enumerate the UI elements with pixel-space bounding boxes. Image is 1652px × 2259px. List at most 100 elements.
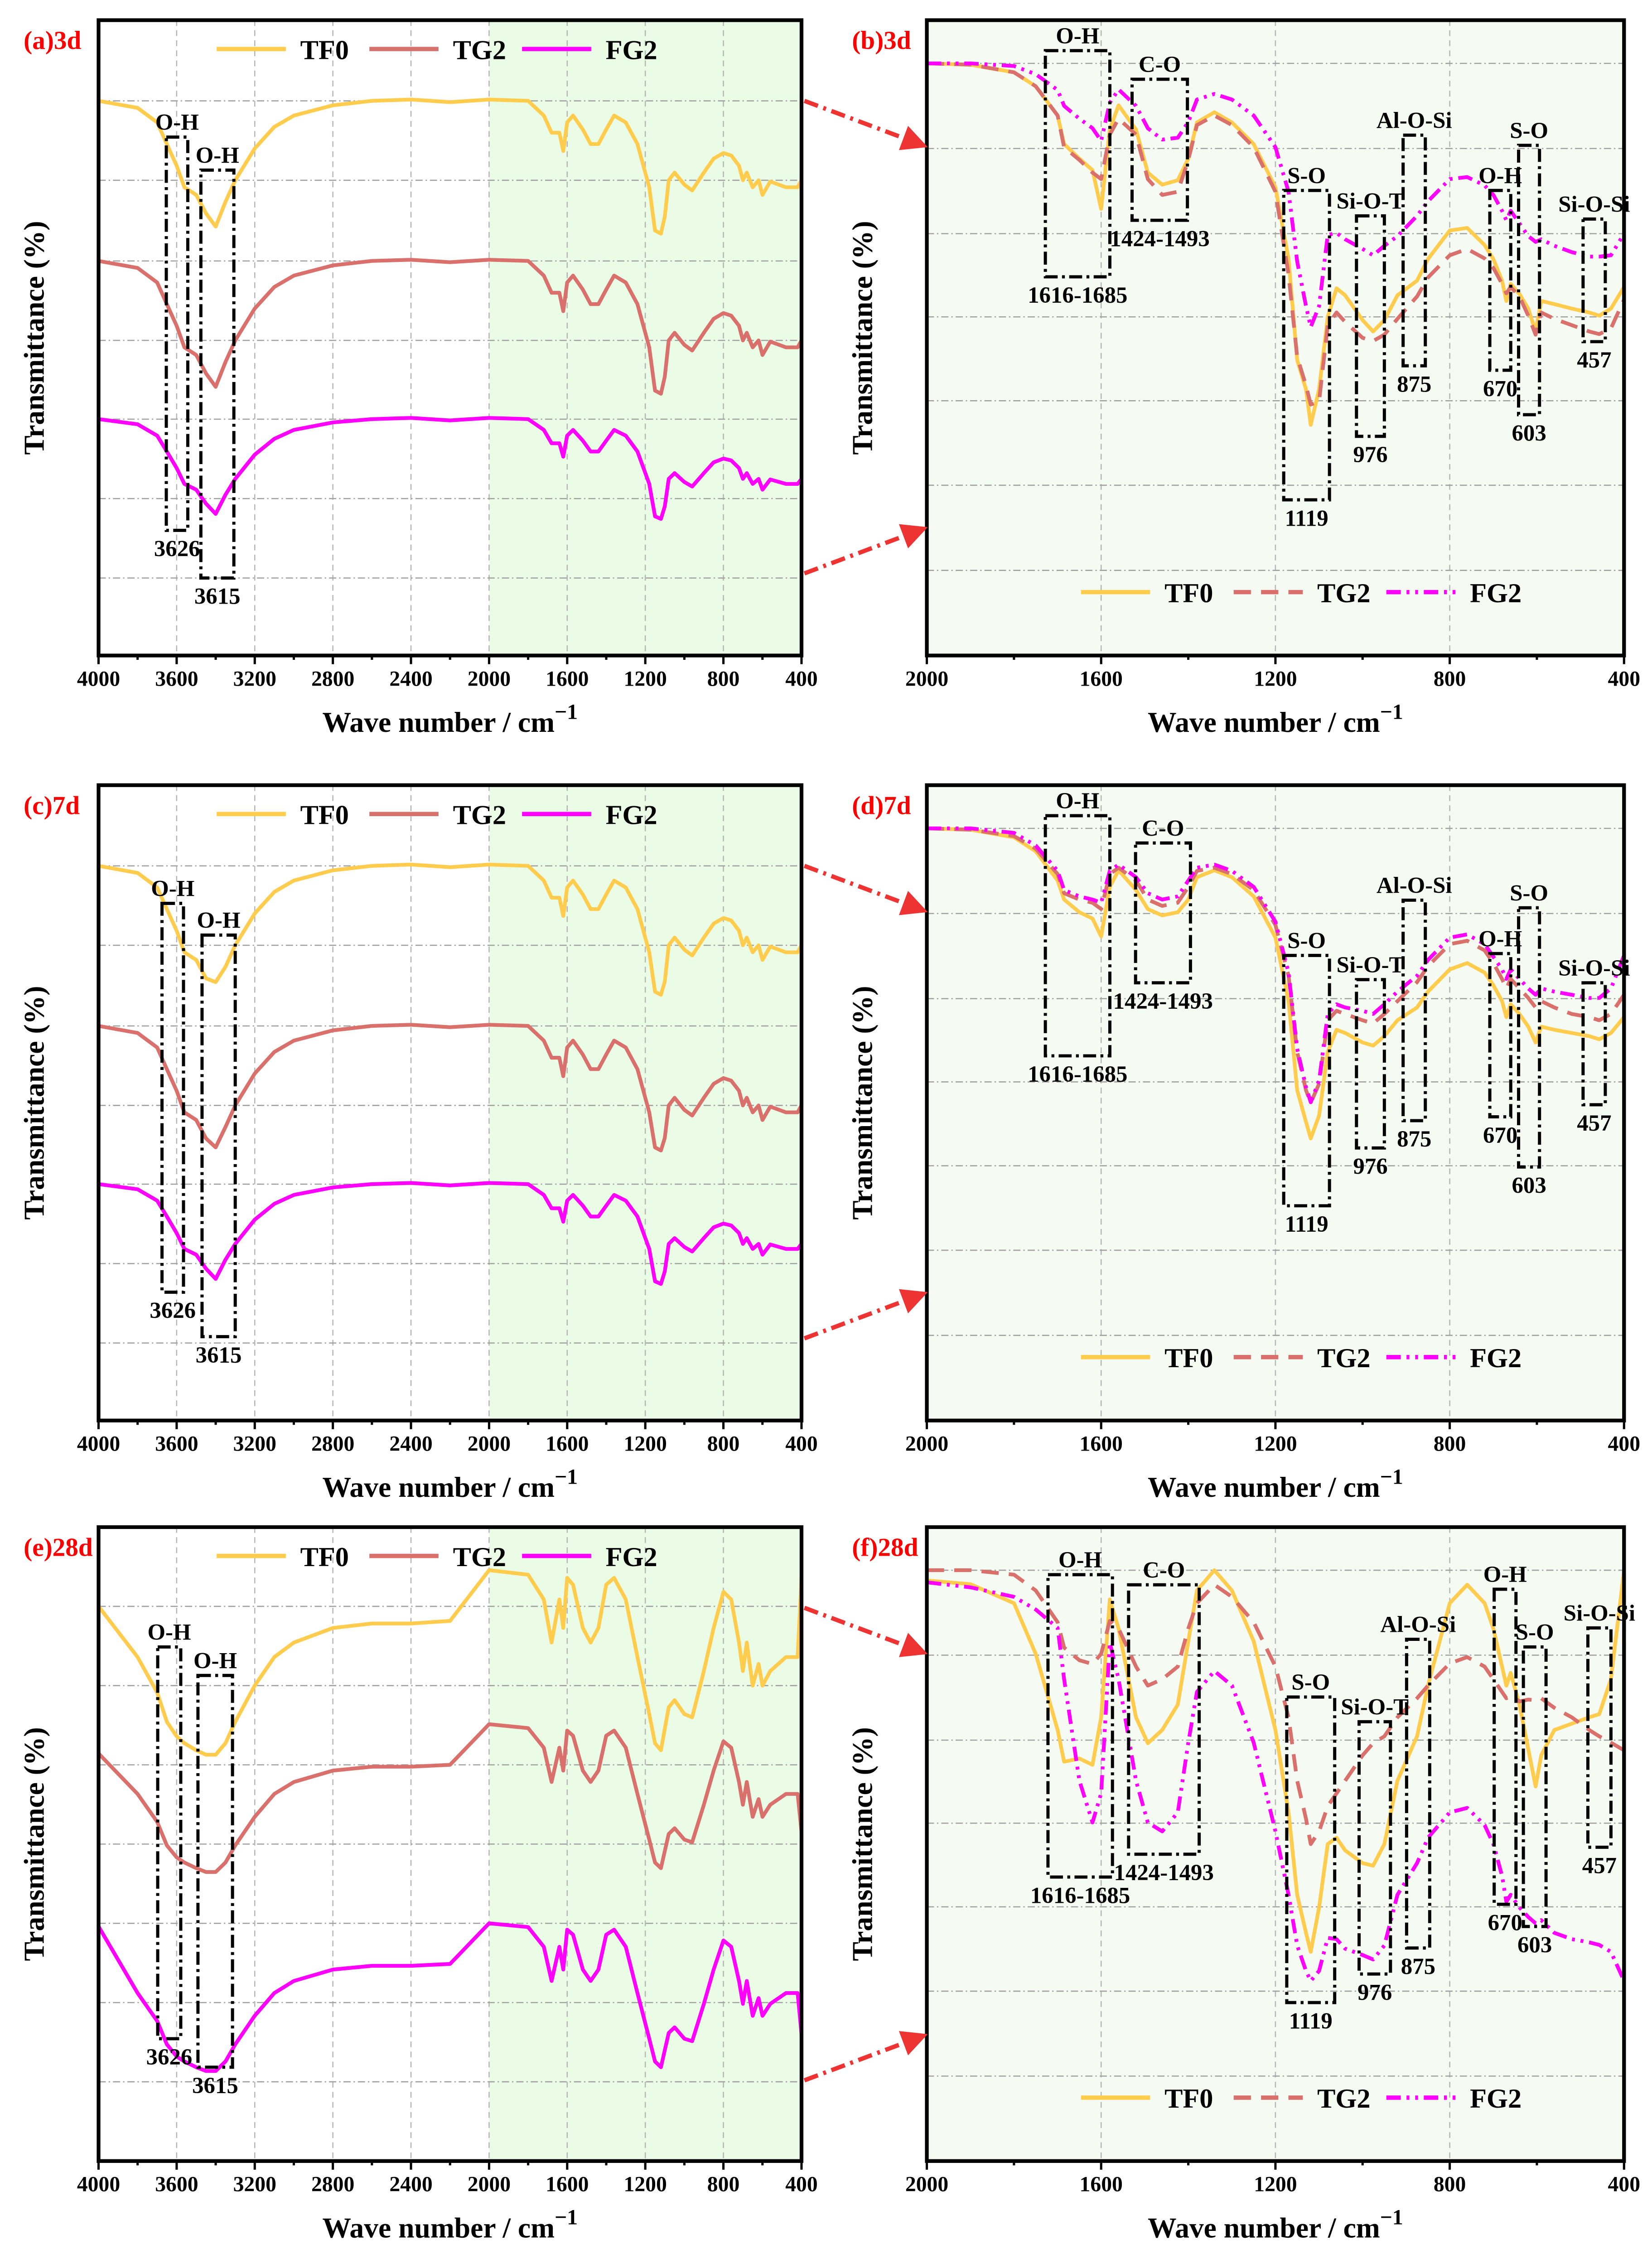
- x-tick-label: 2000: [468, 667, 511, 691]
- series-line-tg2: [927, 61, 1626, 406]
- annotation-rect: [160, 901, 185, 1294]
- annotation-wavenumber-label: 670: [1488, 1911, 1522, 1936]
- annotation-wavenumber-label: 457: [1577, 1111, 1611, 1136]
- annotation-wavenumber-label: 603: [1512, 1173, 1546, 1199]
- annotation-group-label: O-H: [1058, 1548, 1102, 1573]
- annotation-group-label: Si-O-Si: [1558, 956, 1630, 981]
- zoom-arrow: [803, 99, 928, 150]
- series-line-fg2: [97, 1921, 804, 2073]
- x-tick-label: 3200: [233, 667, 276, 691]
- legend: TF0 TG2 FG2: [217, 1542, 657, 1572]
- legend-label-tf0: TF0: [300, 1542, 349, 1572]
- annotation-wavenumber-label: 3626: [146, 2045, 193, 2070]
- x-axis-title: Wave number / cm−1: [322, 700, 578, 738]
- x-tick-label: 800: [1434, 1432, 1466, 1456]
- zoom-arrow: [803, 1289, 928, 1340]
- x-tick-label: 1600: [546, 1432, 589, 1456]
- chart-panel-d7d: O-H 1616-1685 C-O 1424-1493 S-O 1119 Si-O-T 976…: [846, 783, 1640, 1504]
- annotation-rect: [1581, 217, 1607, 343]
- legend-label-fg2: FG2: [1470, 2084, 1522, 2114]
- annotation-wavenumber-label: 457: [1582, 1853, 1617, 1879]
- zoom-arrows: [803, 99, 928, 2083]
- annotation-group-label: O-H: [193, 1648, 237, 1674]
- annotation-box-3615: O-H 3615: [194, 143, 241, 609]
- x-tick-label: 2000: [468, 2173, 511, 2196]
- x-tick-label: 3200: [233, 1432, 276, 1456]
- legend-label-fg2: FG2: [606, 1542, 657, 1572]
- legend-label-tf0: TF0: [300, 35, 349, 65]
- x-axis-title-superscript: −1: [555, 1466, 578, 1489]
- annotation-wavenumber-label: 1616-1685: [1028, 1062, 1127, 1087]
- annotation-wavenumber-label: 976: [1353, 1154, 1387, 1179]
- x-axis-title-text: Wave number / cm: [1148, 1471, 1380, 1503]
- chart-panel-e28d: O-H 3626 O-H 3615 4000 3600 3200 2800 2400 2000 16…: [18, 1525, 818, 2244]
- x-tick-label: 3600: [155, 1432, 198, 1456]
- x-tick-label: 1600: [1080, 667, 1123, 691]
- x-tick-label: 800: [707, 667, 740, 691]
- chart-panel-f28d: O-H 1616-1685 C-O 1424-1493 S-O 1119 Si-O-T 976…: [846, 1525, 1640, 2244]
- legend-label-fg2: FG2: [606, 35, 657, 65]
- annotation-box-1616-1685: O-H 1616-1685: [1028, 788, 1127, 1087]
- x-tick-label: 1600: [1080, 2173, 1123, 2196]
- annotation-box-603: S-O 603: [1510, 118, 1548, 446]
- legend-label-fg2: FG2: [606, 800, 657, 831]
- annotation-group-label: O-H: [1056, 24, 1099, 49]
- x-axis-title-text: Wave number / cm: [1148, 706, 1380, 738]
- annotation-group-label: Al-O-Si: [1381, 1612, 1456, 1638]
- annotation-group-label: O-H: [197, 908, 241, 934]
- annotation-wavenumber-label: 670: [1483, 1123, 1517, 1148]
- annotation-wavenumber-label: 3615: [194, 584, 241, 609]
- annotation-group-label: S-O: [1291, 1670, 1330, 1695]
- annotation-rect: [1405, 1638, 1431, 1950]
- x-axis-title: Wave number / cm−1: [1148, 1466, 1403, 1504]
- x-axis-title-text: Wave number / cm: [322, 706, 555, 738]
- panel-label: (c)7d: [24, 791, 80, 820]
- x-axis-title-superscript: −1: [555, 700, 578, 724]
- x-tick-label: 3600: [155, 2173, 198, 2196]
- annotation-rect: [1043, 814, 1111, 1058]
- annotation-box-3626: O-H 3626: [146, 1620, 193, 2070]
- annotation-wavenumber-label: 976: [1357, 1980, 1392, 2005]
- series-line-fg2: [927, 61, 1626, 329]
- annotation-wavenumber-label: 1424-1493: [1113, 989, 1213, 1014]
- annotation-group-label: O-H: [1483, 1562, 1527, 1587]
- chart-panel-a3d: O-H 3626 O-H 3615 4000 3600 3200 2800 2400 2000 16…: [18, 18, 818, 738]
- annotation-rect: [1355, 214, 1386, 438]
- annotation-group-label: O-H: [1056, 788, 1099, 814]
- series-line-fg2: [98, 416, 803, 521]
- x-axis-title-text: Wave number / cm: [322, 2211, 555, 2244]
- annotation-box-976: Si-O-T 976: [1337, 189, 1405, 468]
- annotation-wavenumber-label: 875: [1397, 1127, 1431, 1152]
- y-axis-title: Transmittance (%): [846, 221, 879, 455]
- x-tick-label: 800: [707, 1432, 740, 1456]
- annotation-group-label: Al-O-Si: [1377, 108, 1452, 133]
- annotation-rect: [200, 934, 237, 1339]
- panel-label: (d)7d: [852, 791, 911, 820]
- annotation-box-976: Si-O-T 976: [1341, 1695, 1409, 2006]
- legend-label-tg2: TG2: [1317, 578, 1370, 609]
- y-axis-title: Transmittance (%): [18, 221, 50, 455]
- annotation-group-label: S-O: [1516, 1620, 1554, 1645]
- annotation-wavenumber-label: 1424-1493: [1114, 1860, 1214, 1886]
- annotation-wavenumber-label: 1119: [1285, 506, 1328, 531]
- annotation-wavenumber-label: 1424-1493: [1110, 226, 1209, 252]
- x-tick-label: 2000: [905, 667, 948, 691]
- annotation-group-label: O-H: [1478, 163, 1522, 189]
- annotation-rect: [1127, 1583, 1201, 1856]
- x-tick-label: 1600: [546, 2173, 589, 2196]
- annotation-box-976: Si-O-T 976: [1337, 953, 1405, 1180]
- annotation-wavenumber-label: 1119: [1285, 1212, 1328, 1237]
- annotation-wavenumber-label: 1119: [1289, 2008, 1333, 2034]
- annotation-rect: [1134, 841, 1192, 985]
- series-line-tg2: [97, 1722, 804, 1874]
- x-tick-label: 4000: [77, 1432, 120, 1456]
- legend-label-fg2: FG2: [1470, 578, 1522, 609]
- annotation-box-670: O-H 670: [1478, 163, 1522, 401]
- series-line-tg2: [98, 258, 803, 396]
- legend-label-tg2: TG2: [453, 35, 506, 65]
- x-axis-title: Wave number / cm−1: [322, 2206, 578, 2244]
- x-axis-title: Wave number / cm−1: [322, 1466, 578, 1504]
- x-tick-label: 1200: [624, 2173, 667, 2196]
- annotation-group-label: S-O: [1510, 880, 1548, 906]
- annotation-rect: [1401, 133, 1427, 368]
